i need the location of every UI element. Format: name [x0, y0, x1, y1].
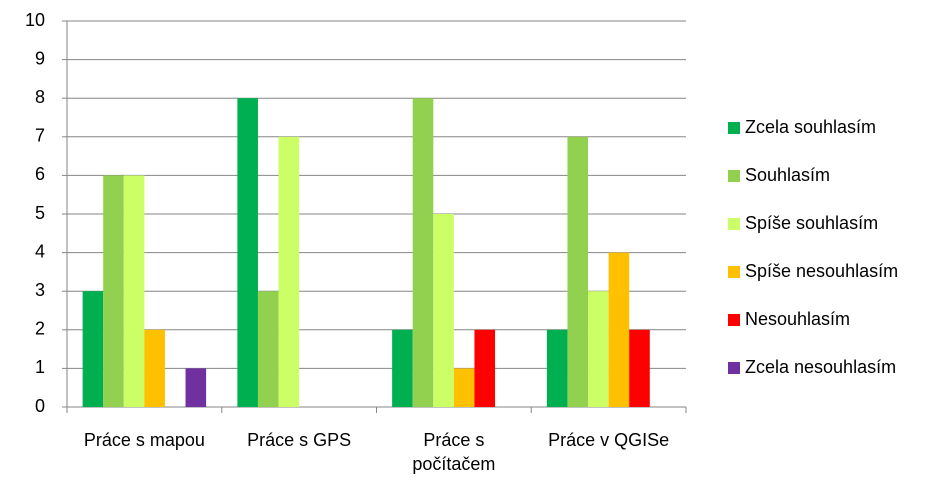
bar: [608, 252, 630, 407]
y-tick-label: 6: [35, 164, 45, 184]
y-tick-label: 8: [35, 87, 45, 107]
legend-label: Nesouhlasím: [745, 309, 850, 329]
bar: [588, 291, 609, 407]
x-tick-label: Práce s počítačem: [412, 430, 496, 474]
bar: [392, 329, 413, 407]
bar: [144, 329, 165, 407]
legend-swatch: [728, 218, 740, 230]
bar: [453, 368, 475, 407]
y-tick-label: 5: [35, 203, 45, 223]
y-tick-label: 1: [35, 357, 45, 377]
bar: [185, 368, 207, 407]
bar: [257, 291, 279, 407]
bar: [278, 136, 300, 408]
bar: [82, 291, 104, 407]
legend-label: Spíše souhlasím: [745, 213, 878, 233]
y-tick-label: 0: [35, 396, 45, 416]
legend-swatch: [728, 266, 740, 278]
y-tick-label: 9: [35, 48, 45, 68]
x-tick-label: Práce v QGISe: [548, 430, 670, 450]
y-tick-label: 10: [25, 10, 45, 30]
legend-label: Spíše nesouhlasím: [745, 261, 898, 281]
bar: [629, 329, 650, 407]
legend-label: Zcela nesouhlasím: [745, 357, 896, 377]
bar: [474, 329, 496, 407]
legend-swatch: [728, 122, 740, 134]
y-tick-label: 7: [35, 126, 45, 146]
bar: [412, 98, 434, 407]
x-tick-label: Práce s GPS: [247, 430, 352, 450]
bar: [546, 329, 568, 407]
x-tick-label: Práce s mapou: [83, 430, 205, 450]
bar: [567, 136, 589, 408]
y-tick-label: 3: [35, 280, 45, 300]
legend-label: Zcela souhlasím: [745, 117, 876, 137]
bar: [103, 175, 124, 407]
bar: [237, 98, 258, 407]
legend-swatch: [728, 362, 740, 374]
y-tick-label: 4: [35, 241, 45, 261]
legend-swatch: [728, 170, 740, 182]
bar: [123, 175, 145, 407]
legend-swatch: [728, 314, 740, 326]
bar: [433, 214, 454, 407]
legend-label: Souhlasím: [745, 165, 830, 185]
y-tick-label: 2: [35, 319, 45, 339]
